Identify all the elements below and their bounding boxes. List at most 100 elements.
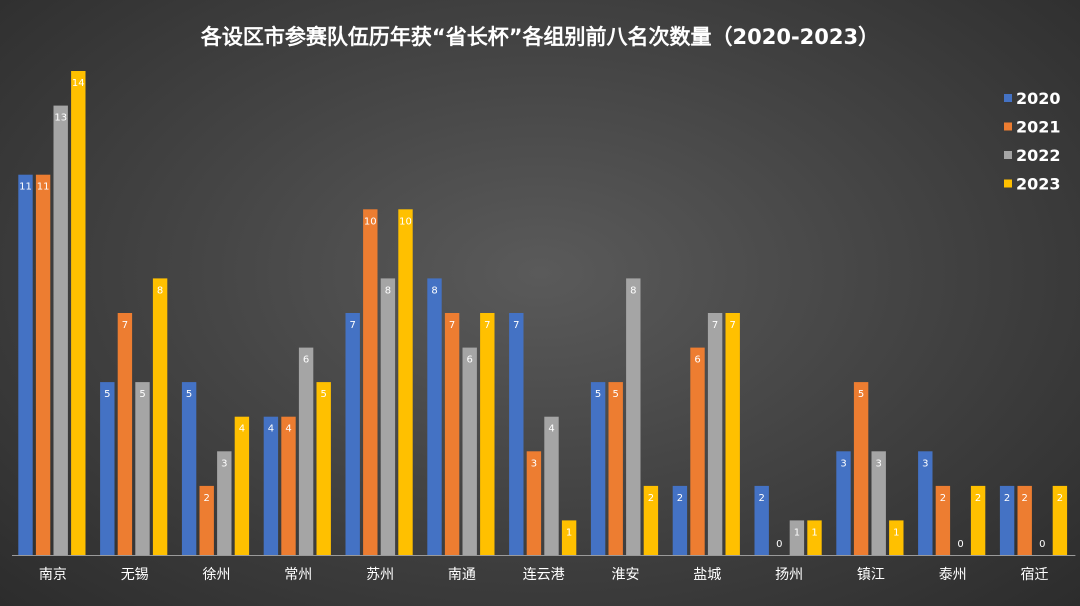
bar-2023-2 [234, 416, 250, 555]
bar-2020-2 [181, 382, 197, 555]
data-label-2020-10: 3 [840, 458, 846, 469]
bar-2022-8 [707, 313, 723, 555]
bar-2023-10 [889, 520, 904, 555]
bar-2021-4 [363, 209, 378, 556]
bar-2023-12 [1052, 485, 1068, 555]
data-label-2020-2: 5 [186, 389, 192, 400]
bar-2020-10 [836, 451, 851, 555]
bar-2020-9 [754, 485, 769, 555]
data-label-2020-1: 5 [104, 389, 110, 400]
data-label-2020-7: 5 [595, 389, 601, 400]
data-label-2022-10: 3 [876, 458, 882, 469]
x-tick-label: 南通 [448, 567, 476, 583]
bar-2020-8 [672, 485, 688, 555]
data-label-2023-10: 1 [893, 527, 899, 538]
data-label-2021-5: 7 [449, 320, 455, 331]
chart-title: 各设区市参赛队伍历年获“省长杯”各组别前八名次数量（2020-2023） [200, 25, 879, 49]
data-label-2023-3: 5 [321, 389, 327, 400]
bar-2023-11 [970, 485, 986, 555]
data-label-2022-11: 0 [957, 539, 963, 550]
data-label-2023-11: 2 [975, 493, 981, 504]
bar-2021-11 [935, 485, 951, 555]
legend-label-2023: 2023 [1016, 175, 1061, 194]
data-label-2022-9: 1 [794, 527, 800, 538]
bar-2023-4 [398, 209, 413, 556]
data-label-2021-1: 7 [122, 320, 128, 331]
bar-2022-0 [53, 105, 68, 555]
bar-2023-5 [480, 313, 495, 555]
data-label-2020-12: 2 [1004, 493, 1010, 504]
legend-label-2022: 2022 [1016, 146, 1061, 165]
bar-2021-10 [853, 382, 869, 555]
legend-swatch-2021 [1004, 122, 1012, 131]
data-label-2020-3: 4 [268, 424, 274, 435]
bar-2023-3 [316, 382, 331, 555]
x-tick-label: 常州 [284, 567, 312, 583]
x-tick-label: 盐城 [693, 567, 721, 583]
data-label-2020-0: 11 [19, 182, 32, 193]
bar-2023-8 [725, 313, 740, 555]
x-tick-label: 宿迁 [1021, 566, 1049, 583]
bar-2021-5 [444, 313, 460, 555]
data-label-2021-10: 5 [858, 389, 864, 400]
x-tick-label: 苏州 [366, 567, 394, 583]
bar-2020-1 [100, 382, 115, 555]
bar-2021-8 [690, 347, 705, 555]
bar-2022-7 [626, 278, 641, 555]
data-label-2021-7: 5 [613, 389, 619, 400]
bar-2020-7 [590, 382, 606, 555]
data-label-2020-5: 8 [431, 285, 437, 296]
data-label-2022-12: 0 [1039, 539, 1045, 550]
bar-2020-6 [509, 313, 524, 555]
x-tick-label: 镇江 [857, 567, 885, 583]
data-label-2022-2: 3 [221, 458, 227, 469]
data-label-2021-9: 0 [776, 539, 782, 550]
x-tick-label: 南京 [39, 567, 67, 583]
x-tick-label: 徐州 [203, 567, 231, 583]
bar-2020-12 [999, 485, 1015, 555]
bar-2020-5 [427, 278, 442, 555]
data-label-2020-9: 2 [759, 493, 765, 504]
data-label-2021-4: 10 [364, 216, 377, 227]
bar-2021-1 [117, 313, 133, 555]
bar-2021-7 [608, 382, 623, 555]
data-label-2022-7: 8 [630, 285, 636, 296]
bars-layer [18, 71, 1068, 556]
data-label-2022-6: 4 [548, 424, 554, 435]
data-label-2023-0: 14 [72, 78, 85, 89]
bar-2023-0 [71, 71, 86, 555]
data-label-2022-3: 6 [303, 355, 309, 366]
bar-2022-10 [871, 451, 886, 555]
x-tick-label: 泰州 [939, 567, 967, 583]
data-label-2023-9: 1 [811, 527, 817, 538]
x-tick-labels: 南京 无锡 徐州 常州 苏州 南通 连云港 淮安 盐城 扬州 镇江 泰州 宿迁 [39, 566, 1049, 583]
bar-2020-3 [263, 416, 279, 555]
data-label-2022-5: 6 [467, 355, 473, 366]
data-label-2020-4: 7 [350, 320, 356, 331]
data-label-2021-8: 6 [694, 355, 700, 366]
bar-2023-6 [561, 520, 577, 555]
data-label-2020-6: 7 [513, 320, 519, 331]
x-tick-label: 扬州 [775, 567, 803, 583]
data-label-2023-12: 2 [1057, 493, 1063, 504]
bar-2022-9 [789, 520, 805, 555]
data-label-2021-11: 2 [940, 493, 946, 504]
data-label-2023-5: 7 [484, 320, 490, 331]
bar-2020-0 [18, 174, 33, 555]
bar-2023-7 [643, 485, 659, 555]
legend-label-2021: 2021 [1016, 118, 1061, 137]
bar-2022-5 [462, 347, 477, 555]
legend-swatch-2023 [1004, 179, 1012, 188]
data-label-2022-4: 8 [385, 285, 391, 296]
legend-label-2020: 2020 [1016, 89, 1061, 108]
bar-2022-2 [217, 451, 232, 555]
bar-2022-4 [380, 278, 396, 555]
bar-2021-6 [526, 451, 542, 555]
data-label-2021-2: 2 [204, 493, 210, 504]
bar-2020-11 [918, 451, 933, 555]
data-label-2021-0: 11 [37, 182, 50, 193]
data-label-2023-2: 4 [239, 424, 245, 435]
data-label-2023-1: 8 [157, 285, 163, 296]
data-label-2021-12: 2 [1022, 493, 1028, 504]
